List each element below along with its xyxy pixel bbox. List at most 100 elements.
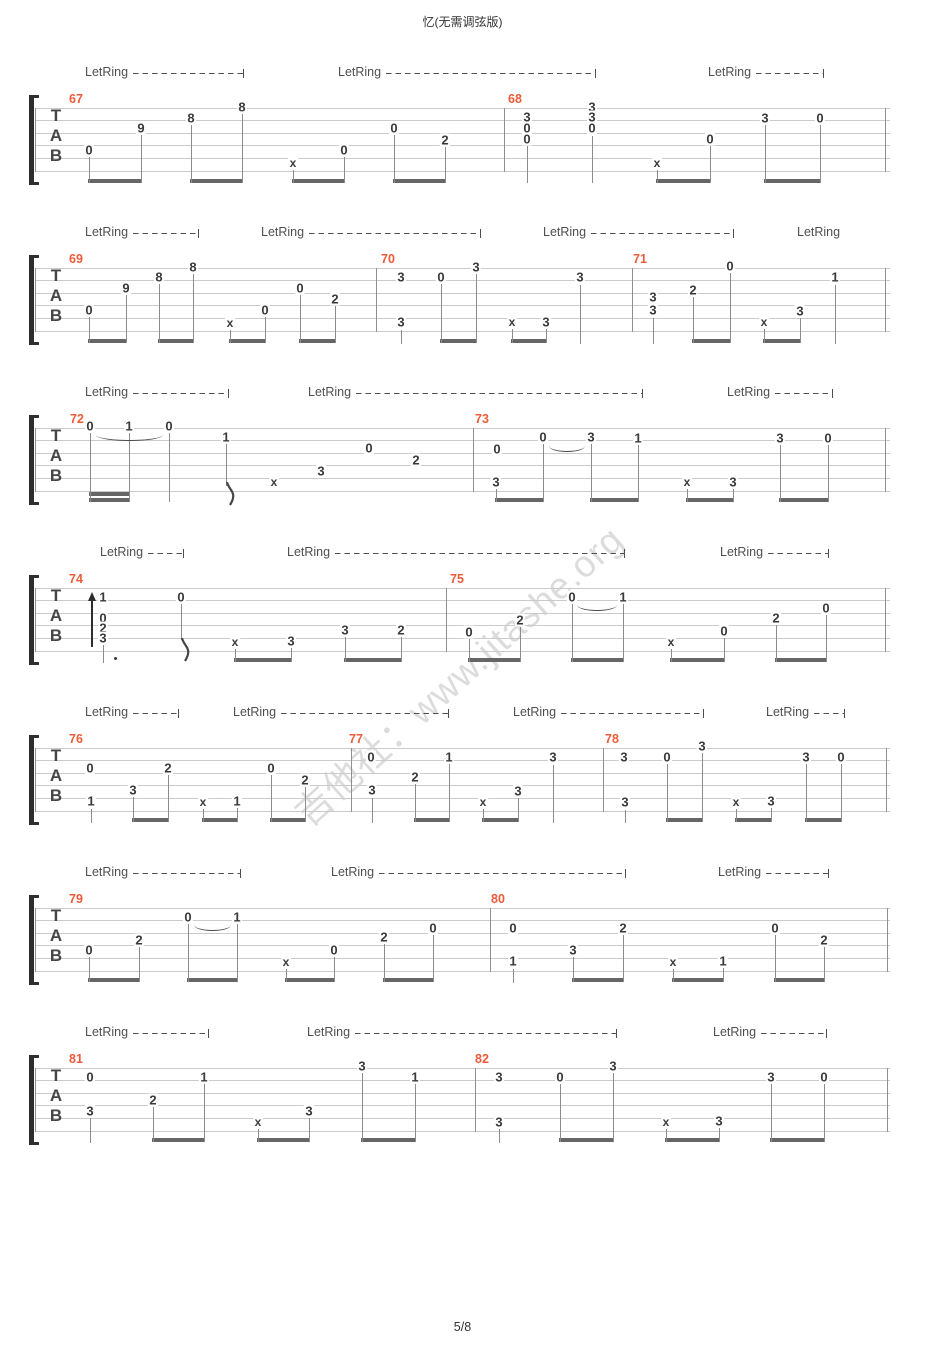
stem — [362, 1073, 364, 1142]
stem — [828, 445, 830, 502]
note-number: 2 — [439, 132, 451, 148]
beam — [686, 498, 734, 502]
stem — [226, 444, 228, 486]
note-number: 1 — [85, 793, 97, 809]
note-number: 0 — [769, 920, 781, 936]
letring-label: LetRing — [308, 384, 352, 399]
stem — [499, 1129, 501, 1143]
stem — [139, 947, 141, 982]
stem — [129, 433, 131, 502]
stem — [824, 947, 826, 982]
stem — [780, 445, 782, 502]
note-number: 3 — [470, 259, 482, 275]
tab-clef-letter: B — [49, 305, 63, 325]
note-number: 0 — [818, 1069, 830, 1085]
letring-end-tick — [240, 868, 242, 878]
staff-line — [35, 600, 890, 602]
note-number: 0 — [704, 131, 716, 147]
letring-label: LetRing — [85, 224, 129, 239]
beam — [763, 339, 801, 343]
barline — [603, 747, 604, 812]
tab-clef-letter: A — [49, 445, 63, 465]
staff-line — [35, 477, 890, 479]
note-number: 2 — [395, 622, 407, 638]
letring-label: LetRing — [331, 864, 375, 879]
stem — [181, 604, 183, 640]
letring-label: LetRing — [708, 64, 752, 79]
note-number: 2 — [770, 610, 782, 626]
note-number: 0 — [84, 418, 96, 434]
note-number: 0 — [97, 610, 109, 626]
stem — [496, 489, 498, 502]
dead-note: x — [288, 156, 298, 170]
note-number: 3 — [618, 749, 630, 765]
beam — [775, 658, 827, 662]
stem — [90, 1118, 92, 1143]
letring-dashes — [766, 872, 828, 874]
tie-curve — [194, 919, 231, 931]
staff-line — [35, 587, 890, 589]
letring-label: LetRing — [797, 224, 841, 239]
letring-dashes — [355, 1032, 616, 1034]
note-number: 1 — [829, 269, 841, 285]
letring-dashes — [768, 552, 828, 554]
staff-line — [35, 810, 890, 812]
augmentation-dot — [114, 657, 117, 660]
note-number: 1 — [220, 429, 232, 445]
note-number: 2 — [409, 769, 421, 785]
note-number: 3 — [285, 633, 297, 649]
note-number: 3 — [607, 1058, 619, 1074]
letring-label: LetRing — [513, 704, 557, 719]
letring-end-tick — [183, 548, 185, 558]
stem — [401, 637, 403, 662]
stem — [141, 135, 143, 183]
beam — [88, 978, 140, 982]
beam — [571, 658, 624, 662]
beam — [202, 818, 238, 822]
measure-number: 77 — [349, 731, 363, 746]
letring-label: LetRing — [287, 544, 331, 559]
note-number: 2 — [687, 282, 699, 298]
tab-clef-letter: T — [50, 585, 62, 605]
stem — [572, 604, 574, 662]
note-number: 0 — [388, 120, 400, 136]
beam — [805, 818, 842, 822]
stem — [764, 329, 766, 343]
staff-line — [35, 932, 890, 934]
stem — [291, 648, 293, 662]
staff-line — [35, 637, 890, 639]
letring-label: LetRing — [85, 864, 129, 879]
stem — [653, 318, 655, 344]
dead-note: x — [478, 795, 488, 809]
letring-dashes — [133, 1032, 208, 1034]
stem — [271, 775, 273, 822]
stem — [623, 935, 625, 982]
note-number: 9 — [120, 280, 132, 296]
staff-line — [35, 107, 890, 109]
measure-number: 79 — [69, 891, 83, 906]
note-number: 0 — [328, 942, 340, 958]
note-number: 2 — [97, 620, 109, 636]
staff-line — [35, 920, 890, 922]
stem — [771, 1084, 773, 1142]
barline — [885, 427, 886, 492]
stem — [543, 444, 545, 502]
stem — [710, 146, 712, 183]
tab-clef-letter: A — [49, 765, 63, 785]
note-number: 1 — [507, 953, 519, 969]
note-number: 3 — [696, 738, 708, 754]
beam — [770, 1138, 825, 1142]
note-number: 0 — [175, 589, 187, 605]
staff-line — [35, 330, 890, 332]
staff-line — [35, 132, 890, 134]
beam — [511, 339, 547, 343]
letring-end-tick — [178, 708, 180, 718]
note-number: 0 — [427, 920, 439, 936]
stem — [580, 285, 582, 344]
staff-line — [35, 452, 890, 454]
staff-line — [35, 490, 890, 492]
beam — [779, 498, 829, 502]
staff-line — [35, 427, 890, 429]
stem — [765, 125, 767, 183]
tab-clef-letter: B — [49, 465, 63, 485]
